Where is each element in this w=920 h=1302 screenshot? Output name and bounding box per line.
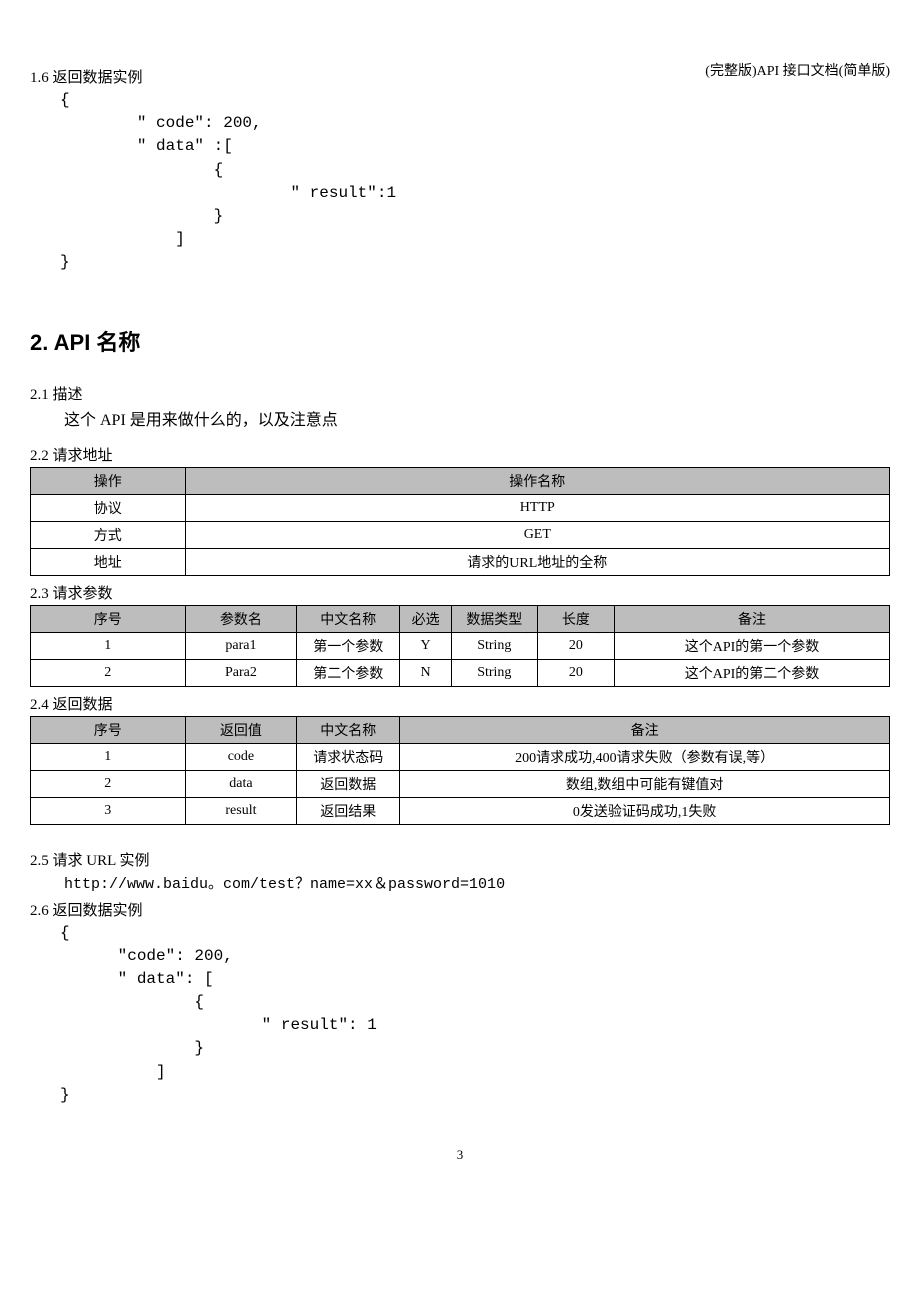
table-cell: para1 xyxy=(185,632,297,659)
table-header-cell: 备注 xyxy=(400,716,890,743)
table-cell: Para2 xyxy=(185,659,297,686)
table-cell: code xyxy=(185,743,297,770)
table-cell: 0发送验证码成功,1失败 xyxy=(400,797,890,824)
section-2-5-title: 2.5 请求 URL 实例 xyxy=(30,849,890,870)
table-header-cell: 中文名称 xyxy=(297,605,400,632)
code-block-2-6: { "code": 200, " data": [ { " result": 1… xyxy=(30,922,890,1108)
section-2-1-text: 这个 API 是用来做什么的，以及注意点 xyxy=(30,406,890,430)
page-number: 3 xyxy=(30,1147,890,1163)
return-data-table: 序号 返回值 中文名称 备注 1 code 请求状态码 200请求成功,400请… xyxy=(30,716,890,825)
table-cell: String xyxy=(451,632,537,659)
table-header-cell: 操作名称 xyxy=(185,467,889,494)
table-header-cell: 数据类型 xyxy=(451,605,537,632)
table-cell: 20 xyxy=(537,659,614,686)
table-header-cell: 返回值 xyxy=(185,716,297,743)
table-row: 2 Para2 第二个参数 N String 20 这个API的第二个参数 xyxy=(31,659,890,686)
table-cell: 3 xyxy=(31,797,186,824)
table-cell: data xyxy=(185,770,297,797)
section-2-1-title: 2.1 描述 xyxy=(30,383,890,404)
table-header-cell: 备注 xyxy=(615,605,890,632)
table-row: 3 result 返回结果 0发送验证码成功,1失败 xyxy=(31,797,890,824)
section-2-6-title: 2.6 返回数据实例 xyxy=(30,899,890,920)
table-cell: 2 xyxy=(31,770,186,797)
table-cell: 20 xyxy=(537,632,614,659)
table-header-cell: 操作 xyxy=(31,467,186,494)
table-header-cell: 中文名称 xyxy=(297,716,400,743)
request-address-table: 操作 操作名称 协议 HTTP 方式 GET 地址 请求的URL地址的全称 xyxy=(30,467,890,576)
table-cell: 1 xyxy=(31,743,186,770)
table-row: 协议 HTTP xyxy=(31,494,890,521)
section-2-3-title: 2.3 请求参数 xyxy=(30,582,890,603)
table-cell: 这个API的第二个参数 xyxy=(615,659,890,686)
table-header-cell: 序号 xyxy=(31,605,186,632)
url-example: http://www.baidu。com/test？name=xx＆passwo… xyxy=(30,872,890,893)
table-header-cell: 必选 xyxy=(400,605,452,632)
table-cell: Y xyxy=(400,632,452,659)
code-block-1-6: { " code": 200, " data" :[ { " result":1… xyxy=(30,89,890,275)
table-cell: 地址 xyxy=(31,548,186,575)
section-2-2-title: 2.2 请求地址 xyxy=(30,444,890,465)
table-cell: 返回结果 xyxy=(297,797,400,824)
table-cell: 协议 xyxy=(31,494,186,521)
request-params-table: 序号 参数名 中文名称 必选 数据类型 长度 备注 1 para1 第一个参数 … xyxy=(30,605,890,687)
table-cell: 2 xyxy=(31,659,186,686)
section-2-4-title: 2.4 返回数据 xyxy=(30,693,890,714)
table-cell: 1 xyxy=(31,632,186,659)
table-header-cell: 长度 xyxy=(537,605,614,632)
table-cell: GET xyxy=(185,521,889,548)
table-cell: String xyxy=(451,659,537,686)
section-1-6-title: 1.6 返回数据实例 xyxy=(30,66,890,87)
table-row: 地址 请求的URL地址的全称 xyxy=(31,548,890,575)
table-header-cell: 序号 xyxy=(31,716,186,743)
table-cell: HTTP xyxy=(185,494,889,521)
table-cell: 方式 xyxy=(31,521,186,548)
table-cell: 200请求成功,400请求失败（参数有误,等） xyxy=(400,743,890,770)
table-cell: 第一个参数 xyxy=(297,632,400,659)
table-row: 1 para1 第一个参数 Y String 20 这个API的第一个参数 xyxy=(31,632,890,659)
table-row: 2 data 返回数据 数组,数组中可能有键值对 xyxy=(31,770,890,797)
table-cell: N xyxy=(400,659,452,686)
table-cell: result xyxy=(185,797,297,824)
table-row: 1 code 请求状态码 200请求成功,400请求失败（参数有误,等） xyxy=(31,743,890,770)
table-cell: 第二个参数 xyxy=(297,659,400,686)
table-cell: 这个API的第一个参数 xyxy=(615,632,890,659)
api-heading: 2. API 名称 xyxy=(30,325,890,357)
table-cell: 请求的URL地址的全称 xyxy=(185,548,889,575)
table-row: 方式 GET xyxy=(31,521,890,548)
table-cell: 返回数据 xyxy=(297,770,400,797)
table-cell: 数组,数组中可能有键值对 xyxy=(400,770,890,797)
table-header-cell: 参数名 xyxy=(185,605,297,632)
table-cell: 请求状态码 xyxy=(297,743,400,770)
